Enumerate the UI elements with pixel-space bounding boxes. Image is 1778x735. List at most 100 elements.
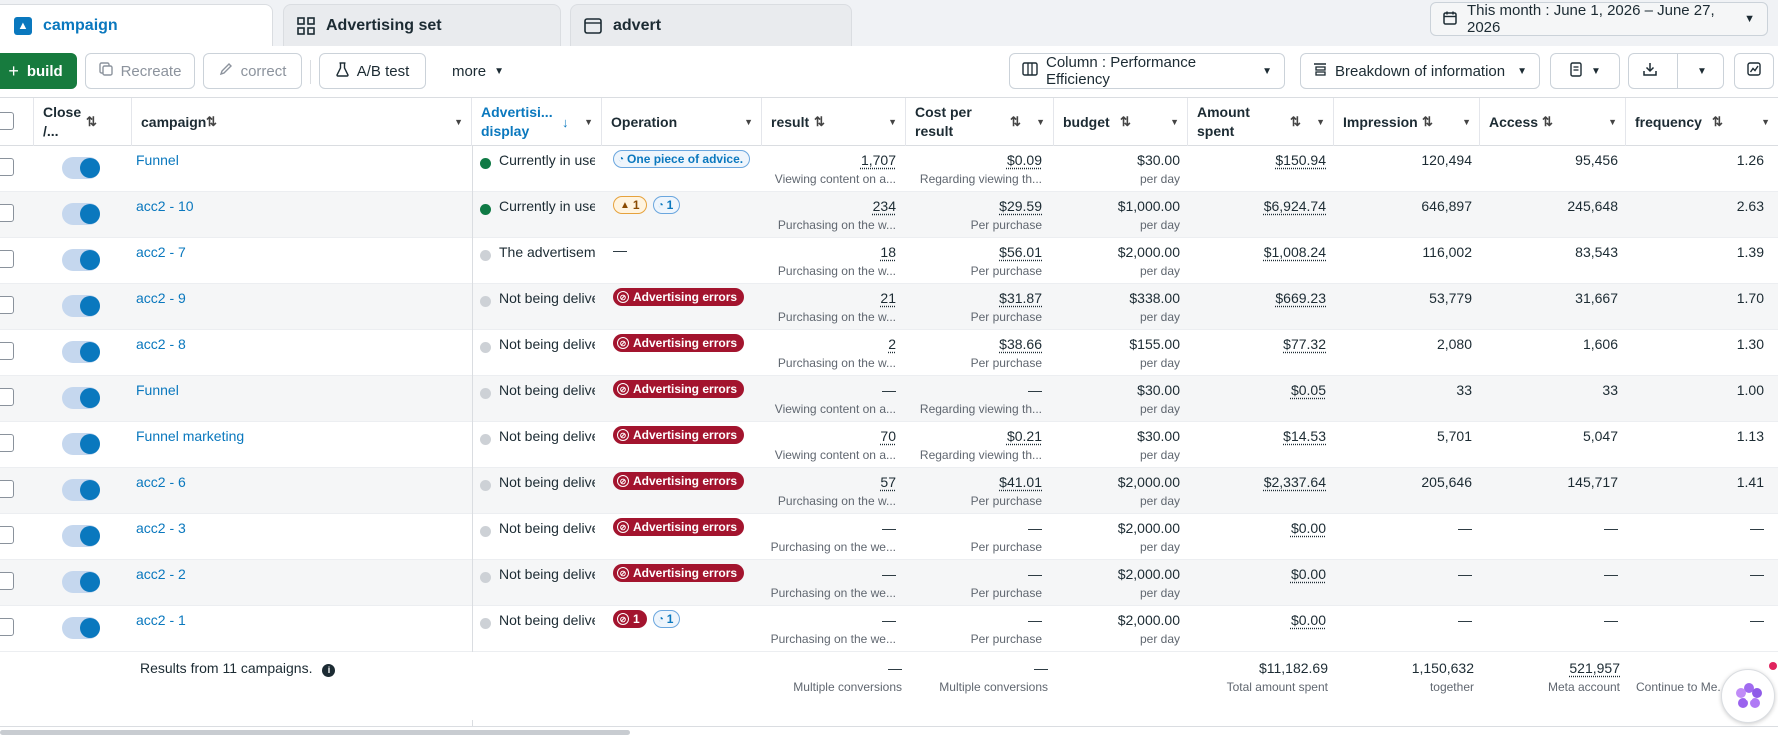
campaign-toggle[interactable] xyxy=(62,525,100,547)
row-checkbox[interactable] xyxy=(0,572,14,590)
correct-button[interactable]: correct xyxy=(203,53,302,89)
ad-error-badge[interactable]: ⊘ Advertising errors xyxy=(613,518,745,536)
tab-advertising-set[interactable]: Advertising set xyxy=(283,4,561,46)
campaign-toggle[interactable] xyxy=(62,203,100,225)
campaign-name-link[interactable]: acc2 - 7 xyxy=(136,244,186,260)
campaign-toggle[interactable] xyxy=(62,157,100,179)
cost-per-result-type: Regarding viewing th... xyxy=(919,172,1042,186)
row-checkbox[interactable] xyxy=(0,250,14,268)
advice-count-badge[interactable]: ◔ 1 xyxy=(652,196,681,214)
header-cpr-line1: Cost per xyxy=(915,104,972,120)
campaign-toggle[interactable] xyxy=(62,617,100,639)
ad-error-badge[interactable]: ⊘ Advertising errors xyxy=(613,564,745,582)
campaign-name-link[interactable]: Funnel xyxy=(136,152,179,168)
header-budget[interactable]: budget ⇅ ▼ xyxy=(1054,98,1188,146)
table-row[interactable]: acc2 - 2 Not being delivered ⊘ Advertising … xyxy=(0,560,1778,606)
warning-badge[interactable]: ▲ 1 xyxy=(613,196,647,214)
assistant-button[interactable] xyxy=(1721,669,1775,723)
recreate-button[interactable]: Recreate xyxy=(85,53,195,89)
campaign-name-link[interactable]: acc2 - 9 xyxy=(136,290,186,306)
ad-error-badge[interactable]: ⊘ Advertising errors xyxy=(613,472,745,490)
campaign-name-link[interactable]: acc2 - 2 xyxy=(136,566,186,582)
header-operation[interactable]: Operation ▼ xyxy=(602,98,762,146)
table-row[interactable]: Funnel marketing Not being delivered ⊘ Adve… xyxy=(0,422,1778,468)
campaign-name-link[interactable]: acc2 - 3 xyxy=(136,520,186,536)
table-row[interactable]: acc2 - 10 Currently in use ▲ 1 ◔ 1 234 Purchasi… xyxy=(0,192,1778,238)
build-button[interactable]: + build xyxy=(0,53,77,89)
delivery-status-dot xyxy=(480,250,491,261)
campaign-name-link[interactable]: acc2 - 6 xyxy=(136,474,186,490)
row-checkbox[interactable] xyxy=(0,342,14,360)
advice-badge[interactable]: ◔ One piece of advice. xyxy=(613,150,751,168)
tab-advert[interactable]: advert xyxy=(570,4,852,46)
table-row[interactable]: acc2 - 6 Not being delivered ⊘ Advertising … xyxy=(0,468,1778,514)
row-checkbox[interactable] xyxy=(0,618,14,636)
reports-dropdown[interactable]: ▼ xyxy=(1550,53,1620,89)
row-checkbox[interactable] xyxy=(0,434,14,452)
toolbar-divider xyxy=(310,60,311,84)
ad-error-badge[interactable]: ⊘ Advertising errors xyxy=(613,334,745,352)
tab-campaign[interactable]: ▲ campaign xyxy=(0,4,273,46)
chart-view-button[interactable] xyxy=(1734,53,1774,89)
row-checkbox[interactable] xyxy=(0,158,14,176)
footer-divider xyxy=(0,726,1778,727)
ad-error-label: Advertising errors xyxy=(633,336,738,350)
header-close[interactable]: Close /... ⇅ xyxy=(34,98,132,146)
campaign-toggle[interactable] xyxy=(62,479,100,501)
header-ad-display[interactable]: Advertisi... display ↓ ▼ xyxy=(472,98,602,146)
ad-error-badge[interactable]: ⊘ Advertising errors xyxy=(613,380,745,398)
date-range-picker[interactable]: This month : June 1, 2026 – June 27, 202… xyxy=(1430,2,1768,36)
campaign-toggle[interactable] xyxy=(62,295,100,317)
campaign-name-link[interactable]: acc2 - 10 xyxy=(136,198,194,214)
horizontal-scrollbar[interactable] xyxy=(0,730,630,735)
campaign-toggle[interactable] xyxy=(62,341,100,363)
row-checkbox[interactable] xyxy=(0,296,14,314)
table-row[interactable]: Funnel Not being delivered ⊘ Advertising er… xyxy=(0,376,1778,422)
campaign-toggle[interactable] xyxy=(62,571,100,593)
campaign-name-link[interactable]: acc2 - 1 xyxy=(136,612,186,628)
advice-count-badge[interactable]: ◔ 1 xyxy=(652,610,681,628)
header-impression[interactable]: Impression ⇅ ▼ xyxy=(1334,98,1480,146)
ad-error-badge[interactable]: ⊘ Advertising errors xyxy=(613,288,745,306)
header-amount-spent[interactable]: Amount spent ⇅ ▼ xyxy=(1188,98,1334,146)
row-checkbox[interactable] xyxy=(0,204,14,222)
chevron-down-icon: ▼ xyxy=(1170,117,1179,127)
header-campaign[interactable]: campaign ⇅ ▼ xyxy=(132,98,472,146)
more-button[interactable]: more ▼ xyxy=(440,53,516,89)
error-icon: ⊘ xyxy=(617,383,629,395)
header-frequency[interactable]: frequency ⇅ ▼ xyxy=(1626,98,1778,146)
header-result[interactable]: result ⇅ ▼ xyxy=(762,98,906,146)
table-row[interactable]: acc2 - 3 Not being delivered ⊘ Advertising … xyxy=(0,514,1778,560)
cost-per-result-type: Per purchase xyxy=(970,310,1042,324)
frequency-value: — xyxy=(1750,520,1764,536)
table-row[interactable]: acc2 - 7 The advertisement — 18 Purchasing o… xyxy=(0,238,1778,284)
row-checkbox[interactable] xyxy=(0,526,14,544)
access-value: 33 xyxy=(1602,382,1618,398)
columns-dropdown[interactable]: Column : Performance Efficiency ▼ xyxy=(1009,53,1285,89)
table-row[interactable]: acc2 - 9 Not being delivered ⊘ Advertising … xyxy=(0,284,1778,330)
columns-label: Column : Performance Efficiency xyxy=(1046,54,1197,88)
row-checkbox[interactable] xyxy=(0,388,14,406)
row-checkbox[interactable] xyxy=(0,480,14,498)
select-all-checkbox[interactable] xyxy=(0,112,14,130)
impression-value: — xyxy=(1458,566,1472,582)
ad-error-badge[interactable]: ⊘ Advertising errors xyxy=(613,426,745,444)
export-button[interactable]: ▼ xyxy=(1628,53,1724,89)
campaign-name-link[interactable]: Funnel xyxy=(136,382,179,398)
campaign-toggle[interactable] xyxy=(62,249,100,271)
header-cost-per-result[interactable]: Cost per result ⇅ ▼ xyxy=(906,98,1054,146)
breakdown-dropdown[interactable]: Breakdown of information ▼ xyxy=(1300,53,1540,89)
chevron-down-icon: ▼ xyxy=(888,117,897,127)
campaign-name-link[interactable]: acc2 - 8 xyxy=(136,336,186,352)
campaign-toggle[interactable] xyxy=(62,433,100,455)
info-icon[interactable]: i xyxy=(322,664,336,677)
table-row[interactable]: Funnel Currently in use ◔ One piece of advi… xyxy=(0,146,1778,192)
campaign-toggle[interactable] xyxy=(62,387,100,409)
table-row[interactable]: acc2 - 8 Not being delivered ⊘ Advertising … xyxy=(0,330,1778,376)
campaign-name-link[interactable]: Funnel marketing xyxy=(136,428,245,444)
error-count-badge[interactable]: ⊘ 1 xyxy=(613,610,647,628)
delivery-status-dot xyxy=(480,204,491,215)
header-access[interactable]: Access ⇅ ▼ xyxy=(1480,98,1626,146)
ab-test-button[interactable]: A/B test xyxy=(319,53,426,89)
